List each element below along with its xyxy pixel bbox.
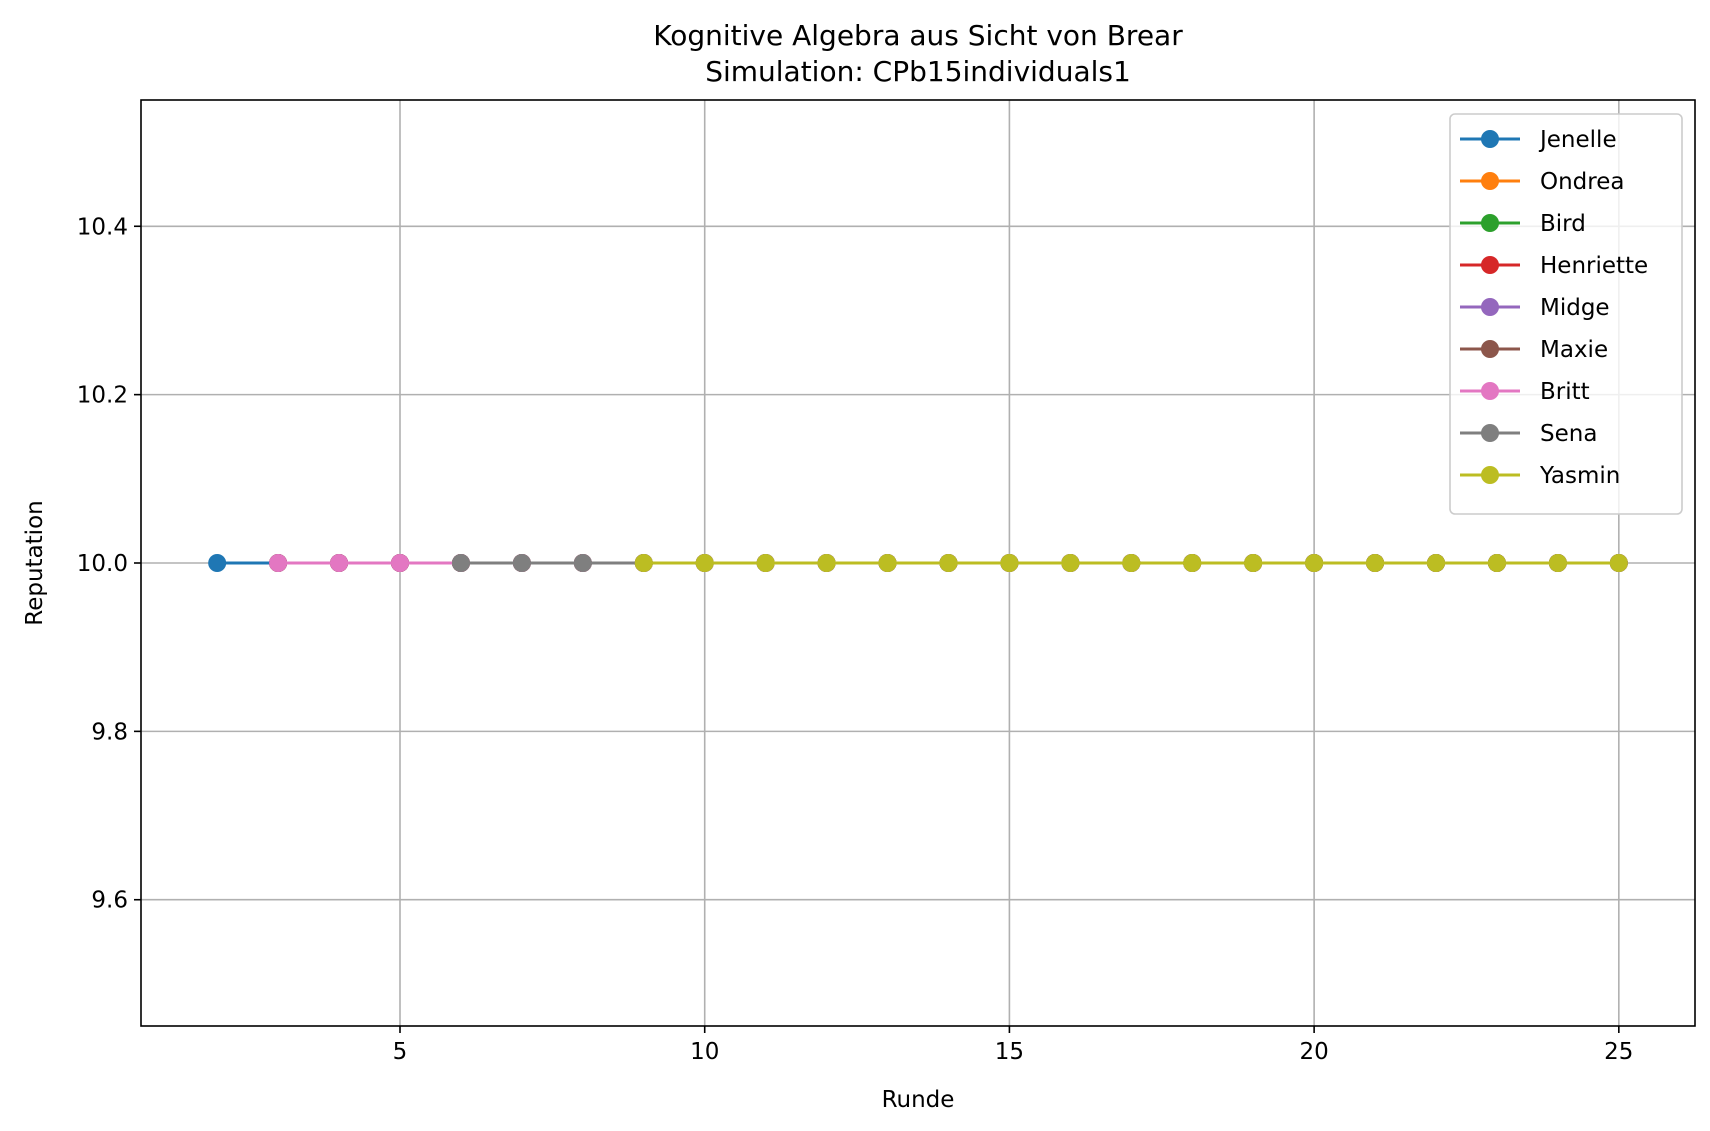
data-point [878, 554, 897, 572]
legend-label: Ondrea [1540, 169, 1624, 195]
legend-item-bird: Bird [1460, 211, 1586, 237]
data-point [634, 554, 653, 572]
legend-label: Henriette [1540, 253, 1648, 279]
data-point [269, 554, 288, 572]
data-point [512, 554, 531, 572]
chart-title: Kognitive Algebra aus Sicht von Brear [653, 19, 1183, 52]
legend-label: Jenelle [1538, 127, 1617, 153]
legend-swatch-marker [1481, 340, 1499, 358]
y-axis-ticks: 9.6 9.8 10.0 10.2 10.4 [77, 214, 141, 914]
data-point [1183, 554, 1202, 572]
x-axis-ticks: 5 10 15 20 25 [393, 1026, 1633, 1065]
data-point [1122, 554, 1141, 572]
data-point [939, 554, 958, 572]
data-point [1244, 554, 1263, 572]
y-tick-label: 9.6 [91, 888, 128, 914]
data-point [391, 554, 409, 572]
legend: Jenelle Ondrea Bird Henriette Midge Maxie Brit… [1449, 113, 1683, 515]
data-point [817, 554, 836, 572]
legend-swatch-marker [1481, 172, 1499, 190]
legend-label: Sena [1540, 421, 1597, 447]
x-tick-label: 25 [1604, 1039, 1633, 1065]
x-tick-label: 5 [393, 1039, 408, 1065]
data-point [1000, 554, 1019, 572]
x-tick-label: 20 [1299, 1039, 1328, 1065]
legend-label: Britt [1540, 379, 1590, 405]
data-point [756, 554, 775, 572]
data-point [1487, 554, 1506, 572]
data-point [1609, 554, 1628, 572]
legend-swatch-marker [1481, 424, 1499, 442]
legend-item-henriette: Henriette [1460, 253, 1648, 279]
y-tick-label: 10.2 [77, 383, 128, 409]
x-axis-label: Runde [882, 1087, 955, 1113]
legend-label: Yasmin [1539, 463, 1620, 489]
legend-item-ondrea: Ondrea [1460, 169, 1624, 195]
legend-box [1449, 113, 1683, 515]
data-point [451, 554, 470, 572]
data-point [1061, 554, 1080, 572]
legend-item-midge: Midge [1460, 295, 1610, 321]
data-point [330, 554, 349, 572]
legend-label: Midge [1540, 295, 1610, 321]
data-point [208, 554, 227, 572]
legend-item-yasmin: Yasmin [1460, 463, 1620, 489]
y-tick-label: 10.4 [77, 214, 128, 240]
data-point [1366, 554, 1385, 572]
chart-subtitle: Simulation: CPb15individuals1 [705, 55, 1131, 88]
y-tick-label: 9.8 [91, 719, 128, 745]
y-axis-label: Reputation [22, 500, 48, 625]
legend-swatch-marker [1481, 130, 1499, 148]
x-tick-label: 15 [995, 1039, 1024, 1065]
data-point [695, 554, 714, 572]
data-point [1548, 554, 1567, 572]
legend-label: Bird [1540, 211, 1586, 237]
x-tick-label: 10 [690, 1039, 719, 1065]
legend-label: Maxie [1540, 337, 1608, 363]
y-tick-label: 10.0 [77, 551, 128, 577]
legend-swatch-marker [1481, 298, 1499, 316]
legend-swatch-marker [1481, 382, 1499, 400]
legend-item-jenelle: Jenelle [1460, 127, 1617, 153]
legend-swatch-marker [1481, 214, 1499, 232]
legend-item-britt: Britt [1460, 379, 1590, 405]
legend-item-sena: Sena [1460, 421, 1597, 447]
data-point [573, 554, 592, 572]
legend-swatch-marker [1481, 466, 1499, 484]
series-group [208, 554, 1628, 572]
legend-item-maxie: Maxie [1460, 337, 1608, 363]
data-point [1305, 554, 1324, 572]
data-point [1427, 554, 1445, 572]
legend-swatch-marker [1481, 256, 1499, 274]
series-yasmin [634, 554, 1628, 572]
